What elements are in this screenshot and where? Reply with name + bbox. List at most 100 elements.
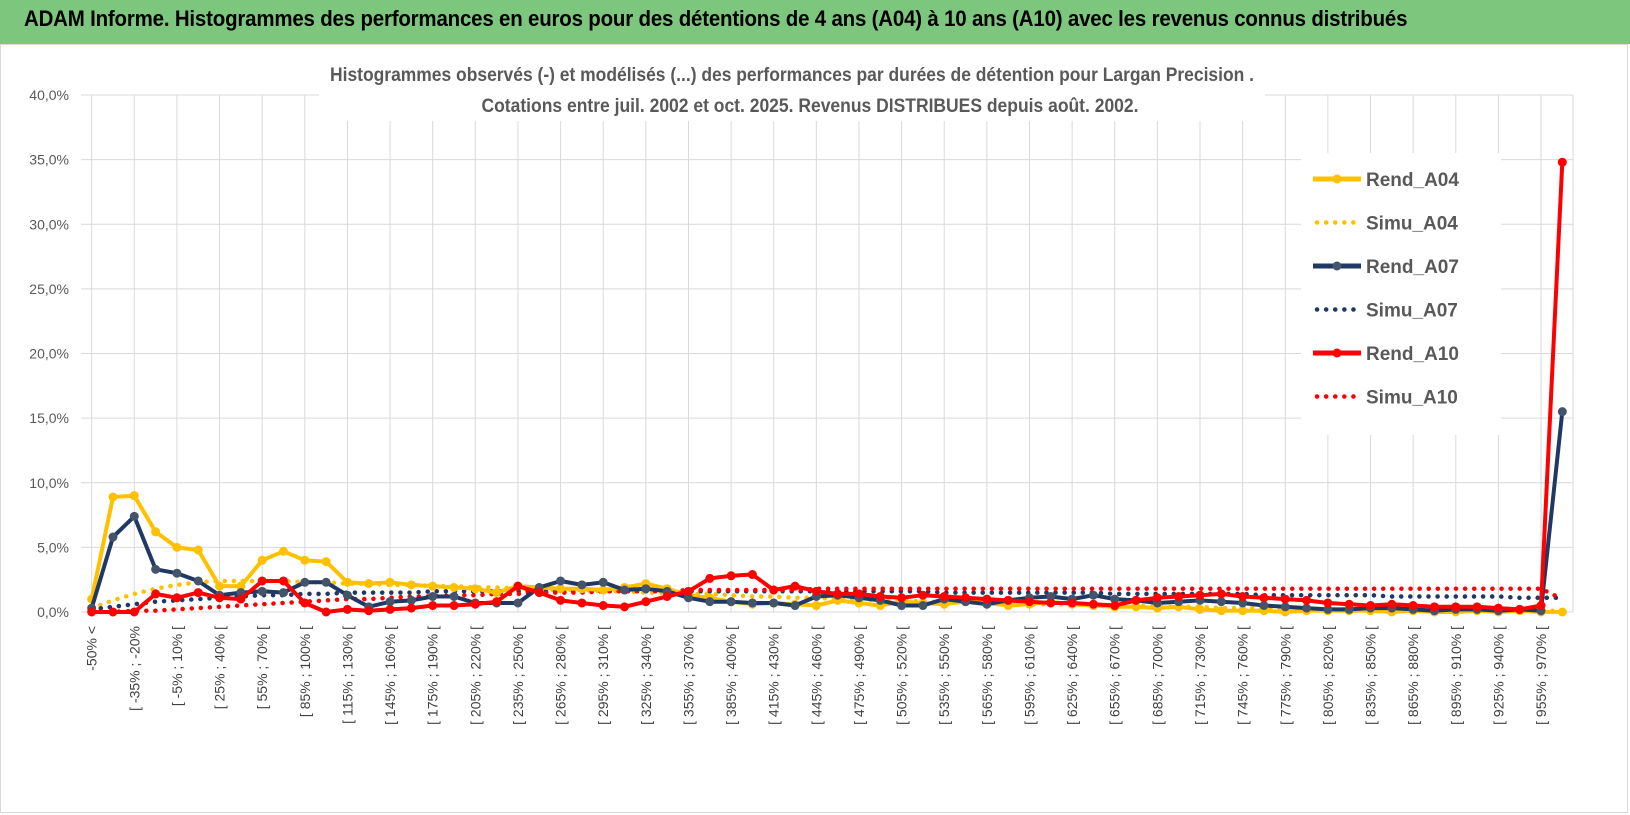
y-tick-label: 35,0% (29, 152, 69, 168)
data-point (1088, 590, 1098, 600)
data-point (747, 598, 757, 608)
data-point (705, 573, 715, 583)
data-point (300, 555, 310, 565)
x-tick-label: [ 235% ; 250% [ (510, 626, 526, 725)
data-point (1451, 602, 1461, 612)
x-tick-label: [ 175% ; 190% [ (425, 626, 441, 725)
legend-box (1301, 153, 1501, 435)
data-point (278, 576, 288, 586)
data-point (236, 594, 246, 604)
data-point (577, 580, 587, 590)
data-point (1174, 591, 1184, 601)
data-point (1003, 595, 1013, 605)
data-point (1067, 598, 1077, 608)
grid-lines (81, 94, 1574, 613)
data-point (939, 591, 949, 601)
series-simu-a10 (89, 586, 1565, 615)
data-point (108, 607, 118, 617)
data-point (1216, 606, 1226, 616)
x-tick-label: [ 925% ; 940% [ (1490, 626, 1506, 725)
data-point (257, 555, 267, 565)
data-point (556, 595, 566, 605)
data-point (193, 545, 203, 555)
data-point (534, 588, 544, 598)
data-point (321, 557, 331, 567)
data-point (428, 591, 438, 601)
data-point (1280, 594, 1290, 604)
x-tick-label: [ 415% ; 430% [ (766, 626, 782, 725)
legend-item: Simu_A07 (1314, 301, 1458, 322)
data-point (577, 598, 587, 608)
legend-marker (1332, 174, 1342, 184)
data-point (1557, 407, 1567, 417)
data-point (172, 593, 182, 603)
series-line (89, 411, 1565, 613)
x-tick-label: [ 955% ; 970% [ (1533, 626, 1549, 725)
legend-item: Simu_A10 (1314, 388, 1458, 409)
x-tick-label: [ 535% ; 550% [ (936, 626, 952, 725)
data-point (598, 577, 608, 587)
data-point (1195, 604, 1205, 614)
series-rend-a10 (87, 157, 1567, 617)
data-point (513, 581, 523, 591)
data-point (1195, 590, 1205, 600)
data-point (193, 588, 203, 598)
data-point (513, 598, 523, 608)
data-point (449, 601, 459, 611)
data-point (683, 586, 693, 596)
data-point (556, 584, 566, 594)
x-tick-label: [ 115% ; 130% [ (339, 626, 355, 724)
y-tick-label: 20,0% (29, 346, 69, 362)
data-point (747, 570, 757, 580)
y-tick-label: 15,0% (29, 410, 69, 426)
data-point (1387, 599, 1397, 609)
data-point (428, 581, 438, 591)
legend-marker (1332, 261, 1342, 271)
data-point (811, 601, 821, 611)
data-point (1259, 593, 1269, 603)
data-point (278, 588, 288, 598)
data-point (769, 585, 779, 595)
data-point (172, 542, 182, 552)
x-axis: -50% < [ -35% ; -20% [ -5% ; 10% [[ 25% ; … (84, 626, 1549, 725)
x-tick-label: [ 385% ; 400% [ (723, 626, 739, 725)
data-point (620, 602, 630, 612)
data-point (769, 598, 779, 608)
data-point (1259, 601, 1269, 611)
data-point (1046, 598, 1056, 608)
data-point (1515, 604, 1525, 614)
data-point (1024, 597, 1034, 607)
data-point (1493, 603, 1503, 613)
data-point (918, 601, 928, 611)
data-point (364, 579, 374, 589)
data-point (641, 597, 651, 607)
data-point (726, 597, 736, 607)
data-point (1238, 591, 1248, 601)
y-tick-label: 30,0% (29, 216, 69, 232)
legend-item: Rend_A07 (1313, 257, 1459, 278)
data-point (811, 586, 821, 596)
data-point (470, 584, 480, 594)
x-tick-label: [ 265% ; 280% [ (553, 626, 569, 725)
chart-title: Histogrammes observés (-) et modélisés (… (319, 57, 1265, 121)
legend-item: Simu_A04 (1314, 214, 1458, 235)
series-line (89, 586, 1565, 615)
data-point (129, 607, 139, 617)
data-point (406, 603, 416, 613)
page-title: ADAM Informe. Histogrammes des performan… (24, 6, 1408, 31)
data-point (215, 581, 225, 591)
data-point (1216, 597, 1226, 607)
data-point (1557, 157, 1567, 167)
data-point (151, 564, 161, 574)
data-point (982, 594, 992, 604)
x-tick-label: [ -5% ; 10% [ (169, 626, 185, 706)
data-point (300, 598, 310, 608)
data-point (641, 584, 651, 594)
data-point (556, 576, 566, 586)
legend-marker (1332, 348, 1342, 358)
y-axis: 0,0% 5,0% 10,0% 15,0% 20,0% 25,0% 30,0% 35,0% 40… (29, 87, 69, 620)
x-tick-label: [ 145% ; 160% [ (382, 626, 398, 725)
x-tick-label: [ 205% ; 220% [ (467, 626, 483, 725)
data-point (598, 601, 608, 611)
data-point (215, 593, 225, 603)
